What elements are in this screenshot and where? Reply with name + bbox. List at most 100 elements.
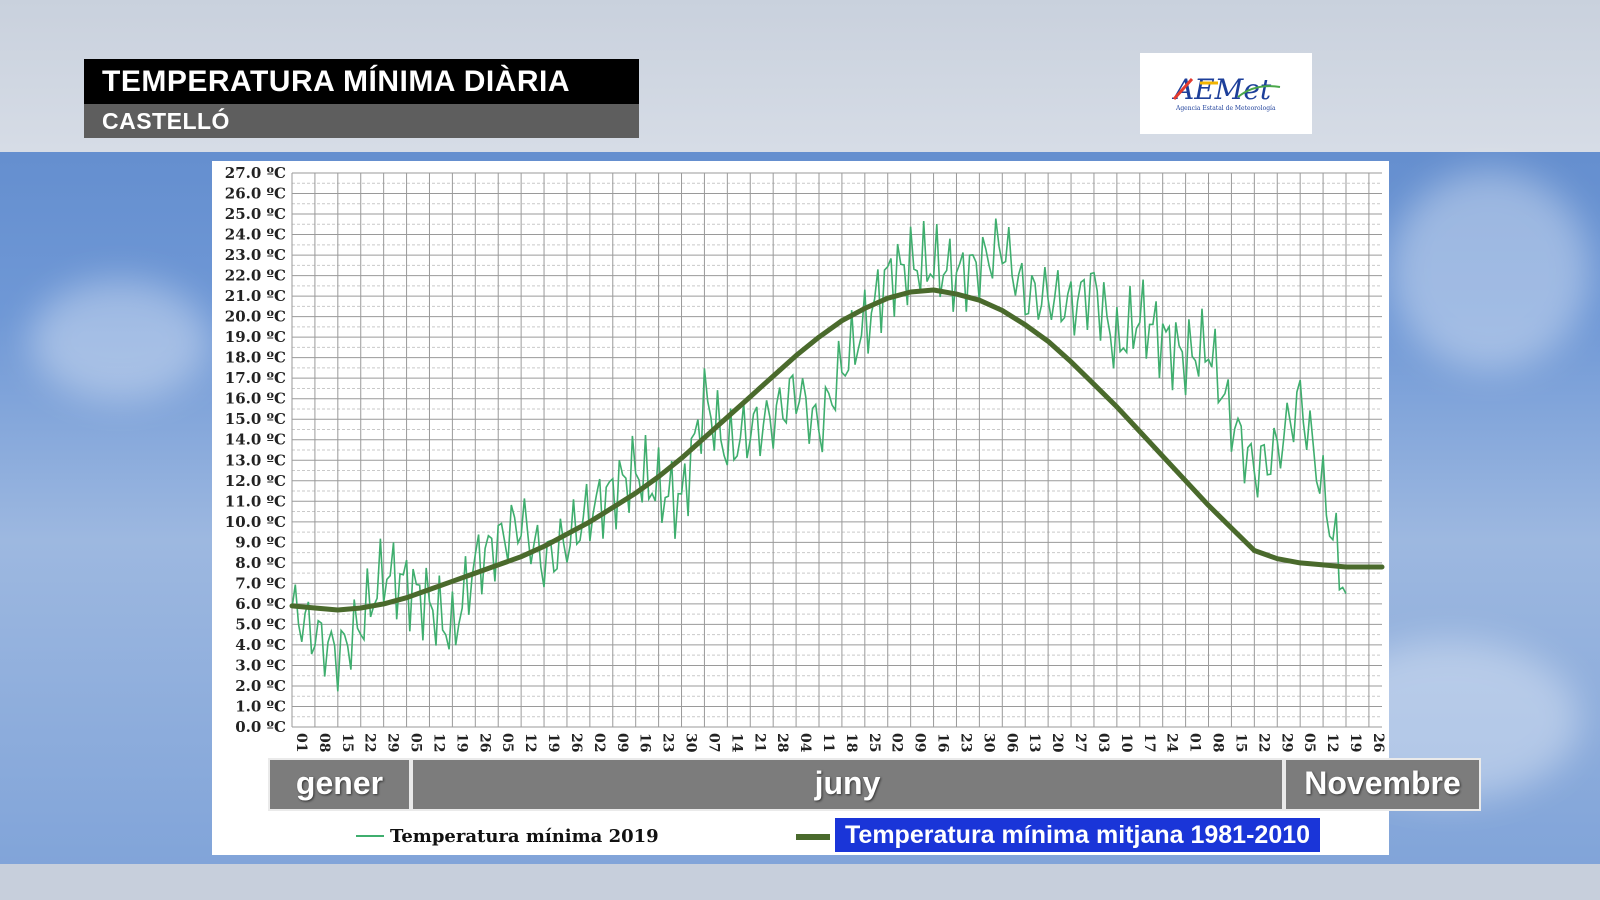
y-tick-label: 17.0 ºC bbox=[225, 369, 286, 387]
x-tick-label: 16 bbox=[935, 733, 951, 752]
aemet-logo: AEMet Agencia Estatal de Meteorología bbox=[1140, 53, 1312, 134]
y-tick-label: 21.0 ºC bbox=[225, 287, 286, 305]
x-tick-label: 01 bbox=[1187, 733, 1203, 752]
x-axis-ticks: 01 08 15 22 29 05 12 19 26 05 12 19 26 02 09 16 23 30 07 14… bbox=[293, 733, 1386, 753]
x-tick-label: 17 bbox=[1141, 733, 1157, 752]
y-tick-label: 10.0 ºC bbox=[225, 513, 286, 531]
x-tick-label: 12 bbox=[522, 733, 538, 752]
x-tick-label: 15 bbox=[339, 733, 355, 752]
x-tick-label: 30 bbox=[980, 733, 996, 753]
page-subtitle: CASTELLÓ bbox=[84, 104, 639, 138]
x-tick-label: 04 bbox=[797, 733, 813, 753]
y-tick-label: 0.0 ºC bbox=[235, 718, 286, 736]
y-tick-label: 9.0 ºC bbox=[235, 533, 286, 551]
x-tick-label: 08 bbox=[1210, 733, 1226, 752]
y-tick-label: 20.0 ºC bbox=[225, 308, 286, 326]
y-tick-label: 24.0 ºC bbox=[225, 226, 286, 244]
y-tick-label: 27.0 ºC bbox=[225, 164, 286, 182]
x-tick-label: 12 bbox=[430, 733, 446, 752]
y-tick-label: 14.0 ºC bbox=[225, 431, 286, 449]
background-cloud bbox=[1390, 170, 1590, 370]
page-title: TEMPERATURA MÍNIMA DIÀRIA bbox=[84, 59, 639, 104]
y-tick-label: 18.0 ºC bbox=[225, 349, 286, 367]
month-label-gener: gener bbox=[268, 758, 411, 811]
legend-swatch-avg bbox=[796, 834, 830, 840]
logo-wordmark: AEMet bbox=[1171, 73, 1272, 106]
legend-label-2019: Temperatura mínima 2019 bbox=[390, 825, 659, 847]
y-tick-label: 4.0 ºC bbox=[235, 636, 286, 654]
x-tick-label: 21 bbox=[751, 733, 767, 752]
x-tick-label: 05 bbox=[499, 733, 515, 752]
x-tick-label: 27 bbox=[1072, 733, 1088, 752]
y-tick-label: 7.0 ºC bbox=[235, 574, 286, 592]
x-tick-label: 20 bbox=[1049, 733, 1065, 753]
x-tick-label: 22 bbox=[1255, 733, 1271, 752]
x-tick-label: 23 bbox=[957, 733, 973, 752]
y-tick-label: 3.0 ºC bbox=[235, 656, 286, 674]
x-tick-label: 16 bbox=[637, 733, 653, 752]
x-tick-label: 23 bbox=[660, 733, 676, 752]
y-axis-ticks: 0.0 ºC 1.0 ºC 2.0 ºC 3.0 ºC 4.0 ºC 5.0 ºC 6.0 … bbox=[225, 164, 286, 736]
x-tick-label: 28 bbox=[774, 733, 790, 752]
temperature-chart: 0.0 ºC 1.0 ºC 2.0 ºC 3.0 ºC 4.0 ºC 5.0 ºC 6.0 … bbox=[225, 164, 1386, 753]
footer-band bbox=[0, 864, 1600, 900]
x-tick-label: 02 bbox=[591, 733, 607, 752]
aemet-logo-icon: AEMet Agencia Estatal de Meteorología bbox=[1171, 73, 1281, 112]
x-tick-label: 18 bbox=[843, 733, 859, 752]
y-tick-label: 6.0 ºC bbox=[235, 595, 286, 613]
x-tick-label: 08 bbox=[316, 733, 332, 752]
y-tick-label: 5.0 ºC bbox=[235, 615, 286, 633]
x-tick-label: 06 bbox=[1003, 733, 1019, 752]
x-tick-label: 09 bbox=[912, 733, 928, 752]
y-tick-label: 11.0 ºC bbox=[225, 492, 286, 510]
x-tick-label: 13 bbox=[1026, 733, 1042, 752]
y-tick-label: 16.0 ºC bbox=[225, 390, 286, 408]
y-tick-label: 8.0 ºC bbox=[235, 554, 286, 572]
x-tick-label: 26 bbox=[1370, 733, 1386, 752]
y-tick-label: 25.0 ºC bbox=[225, 205, 286, 223]
x-tick-label: 02 bbox=[889, 733, 905, 752]
legend-series-2019: Temperatura mínima 2019 bbox=[356, 822, 659, 850]
y-tick-label: 15.0 ºC bbox=[225, 410, 286, 428]
logo-tagline: Agencia Estatal de Meteorología bbox=[1175, 105, 1276, 112]
y-tick-label: 26.0 ºC bbox=[225, 185, 286, 203]
x-tick-label: 24 bbox=[1164, 733, 1180, 753]
y-tick-label: 1.0 ºC bbox=[235, 697, 286, 715]
y-tick-label: 2.0 ºC bbox=[235, 677, 286, 695]
x-tick-label: 15 bbox=[1232, 733, 1248, 752]
chart-panel: 0.0 ºC 1.0 ºC 2.0 ºC 3.0 ºC 4.0 ºC 5.0 ºC 6.0 … bbox=[212, 161, 1389, 855]
series-avg-line bbox=[289, 287, 1385, 613]
x-tick-label: 19 bbox=[545, 733, 561, 752]
x-tick-label: 03 bbox=[1095, 733, 1111, 752]
x-tick-label: 19 bbox=[453, 733, 469, 752]
x-tick-label: 07 bbox=[705, 733, 721, 752]
x-tick-label: 05 bbox=[1301, 733, 1317, 752]
x-tick-label: 22 bbox=[362, 733, 378, 752]
x-tick-label: 25 bbox=[866, 733, 882, 752]
x-tick-label: 30 bbox=[683, 733, 699, 753]
x-tick-label: 09 bbox=[614, 733, 630, 752]
y-tick-label: 23.0 ºC bbox=[225, 246, 286, 264]
x-tick-label: 12 bbox=[1324, 733, 1340, 752]
month-label-novembre: Novembre bbox=[1284, 758, 1481, 811]
month-label-juny: juny bbox=[411, 758, 1284, 811]
x-tick-label: 14 bbox=[728, 733, 744, 753]
x-tick-label: 26 bbox=[476, 733, 492, 752]
x-tick-label: 10 bbox=[1118, 733, 1134, 753]
y-tick-label: 22.0 ºC bbox=[225, 267, 286, 285]
y-tick-label: 13.0 ºC bbox=[225, 451, 286, 469]
x-tick-label: 26 bbox=[568, 733, 584, 752]
legend-swatch-2019 bbox=[356, 835, 384, 837]
chart-grid bbox=[291, 172, 1382, 728]
legend-label-avg: Temperatura mínima mitjana 1981-2010 bbox=[834, 817, 1322, 853]
x-tick-label: 19 bbox=[1347, 733, 1363, 752]
background-cloud bbox=[30, 280, 210, 400]
x-tick-label: 29 bbox=[1278, 733, 1294, 752]
series-2019-line bbox=[291, 218, 1347, 692]
x-tick-label: 29 bbox=[385, 733, 401, 752]
x-tick-label: 05 bbox=[408, 733, 424, 752]
x-tick-label: 11 bbox=[820, 733, 836, 752]
y-tick-label: 12.0 ºC bbox=[225, 472, 286, 490]
x-tick-label: 01 bbox=[293, 733, 309, 752]
y-tick-label: 19.0 ºC bbox=[225, 328, 286, 346]
